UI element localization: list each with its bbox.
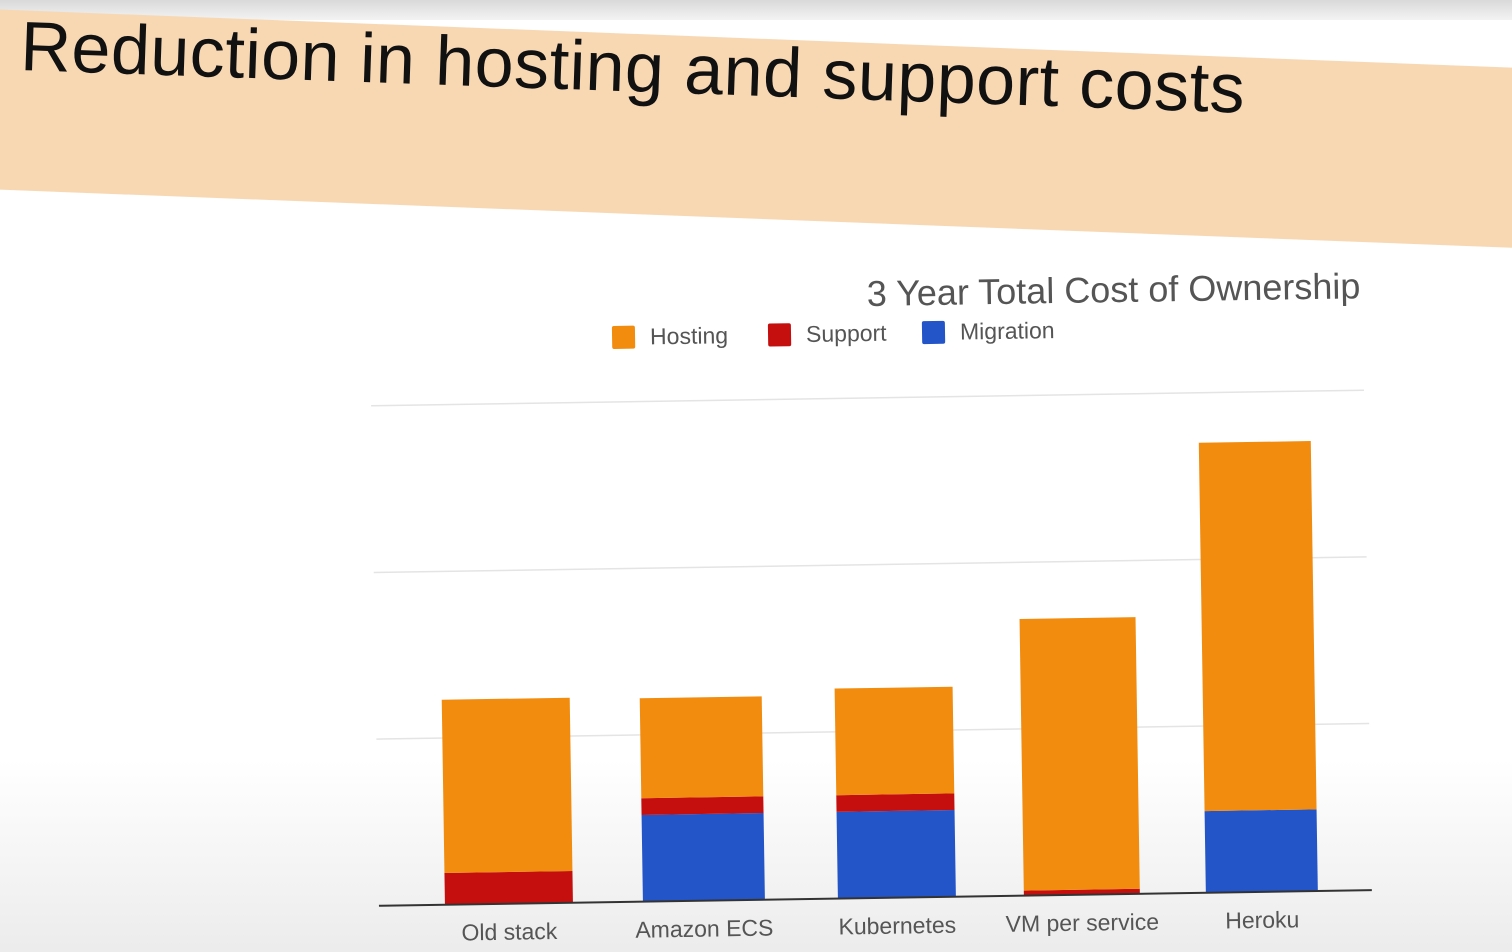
bar-amazon-ecs-support: Amazon ECS – Support: 0.1 (641, 796, 764, 815)
chart-bars: Old stack – Support: 0.19Old stack – Hos… (441, 441, 1318, 905)
bar-old-stack-support: Old stack – Support: 0.19 (444, 871, 573, 905)
chart-legend: Hosting Support Migration (611, 317, 1055, 349)
legend-label-migration: Migration (960, 317, 1055, 344)
x-tick-label-vm-per-service: VM per service (1005, 908, 1159, 936)
bar-kubernetes-hosting: Kubernetes – Hosting: 0.64 (834, 686, 955, 796)
x-axis-line (378, 889, 1372, 907)
gridline-3 (371, 389, 1364, 407)
legend-item-support: Support (767, 320, 888, 347)
legend-label-hosting: Hosting (650, 322, 728, 349)
legend-label-support: Support (806, 320, 888, 347)
bar-amazon-ecs-migration: Amazon ECS – Migration: 0.52 (641, 813, 765, 902)
legend-swatch-hosting (611, 325, 636, 349)
legend-item-hosting: Hosting (611, 322, 728, 349)
bar-kubernetes-migration: Kubernetes – Migration: 0.52 (836, 810, 956, 899)
chart-title: 3 Year Total Cost of Ownership (866, 265, 1360, 314)
legend-swatch-migration (921, 320, 946, 345)
x-tick-label-heroku: Heroku (1225, 906, 1300, 933)
bar-amazon-ecs-hosting: Amazon ECS – Hosting: 0.6 (639, 696, 764, 799)
bar-heroku-hosting: Heroku – Hosting: 2.21 (1198, 441, 1317, 812)
top-strip (0, 0, 1512, 20)
legend-item-migration: Migration (921, 317, 1055, 345)
legend-swatch-support (767, 323, 792, 347)
x-tick-label-kubernetes: Kubernetes (838, 912, 956, 940)
bar-kubernetes-support: Kubernetes – Support: 0.1 (836, 793, 955, 812)
x-tick-label-old-stack: Old stack (461, 918, 558, 946)
bar-heroku-migration: Heroku – Migration: 0.49 (1204, 809, 1318, 893)
x-tick-label-amazon-ecs: Amazon ECS (635, 915, 773, 943)
x-tick-labels: Old stack Amazon ECS Kubernetes VM per serv… (461, 906, 1299, 945)
bar-vm-per-service-hosting: VM per service – Hosting: 1.63 (1019, 617, 1140, 891)
bar-old-stack-hosting: Old stack – Hosting: 1.04 (441, 697, 573, 874)
